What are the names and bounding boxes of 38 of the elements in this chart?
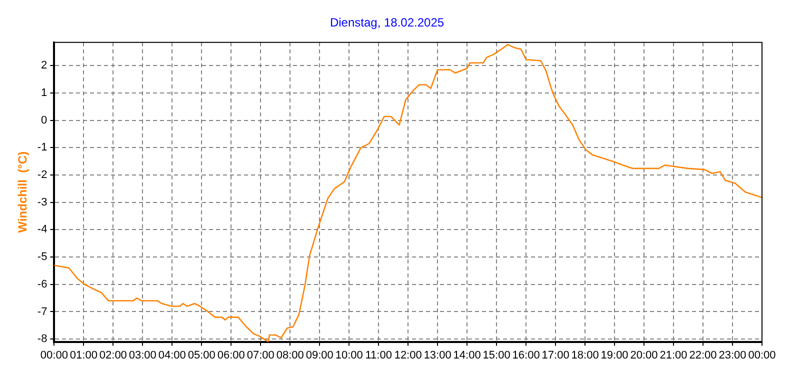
chart-title: Dienstag, 18.02.2025 [330, 16, 444, 30]
x-tick-label: 11:00 [365, 349, 392, 362]
y-tick-label: 2 [41, 60, 48, 72]
x-tick-label: 06:00 [217, 349, 245, 362]
y-tick-label: -7 [37, 306, 48, 318]
x-tick-label: 21:00 [660, 349, 688, 362]
x-tick-label: 23:00 [718, 349, 746, 362]
x-tick-label: 22:00 [689, 349, 717, 362]
y-tick-label: -3 [37, 196, 48, 208]
y-tick-label: -5 [37, 251, 48, 264]
x-tick-label: 16:00 [512, 349, 540, 362]
x-tick-label: 15:00 [482, 349, 510, 362]
x-tick-label: 10:00 [335, 349, 363, 362]
x-tick-label: 02:00 [99, 349, 127, 362]
x-tick-label: 03:00 [128, 349, 156, 362]
y-tick-label: -8 [37, 333, 48, 346]
y-tick-label: 0 [41, 114, 48, 126]
x-tick-label: 01:00 [70, 349, 98, 362]
x-tick-label: 07:00 [246, 349, 274, 362]
y-tick-label: -6 [37, 278, 48, 290]
x-tick-label: 00:00 [748, 349, 776, 362]
y-tick-label: 1 [41, 87, 48, 100]
x-tick-label: 17:00 [542, 349, 570, 362]
y-tick-label: -4 [37, 224, 48, 236]
x-tick-label: 18:00 [571, 349, 599, 362]
x-tick-label: 04:00 [158, 349, 186, 362]
x-tick-label: 20:00 [630, 349, 658, 362]
x-tick-label: 13:00 [424, 349, 452, 362]
x-tick-label: 09:00 [306, 349, 334, 362]
x-tick-label: 19:00 [600, 349, 628, 362]
x-tick-label: 05:00 [188, 349, 216, 362]
x-tick-label: 08:00 [276, 349, 304, 362]
y-tick-label: -1 [37, 142, 48, 154]
x-tick-label: 00:00 [40, 349, 68, 362]
y-axis-title: Windchill (°C) [16, 151, 30, 233]
x-tick-label: 12:00 [394, 349, 422, 362]
y-tick-label: -2 [37, 169, 48, 182]
x-tick-label: 14:00 [453, 349, 481, 362]
